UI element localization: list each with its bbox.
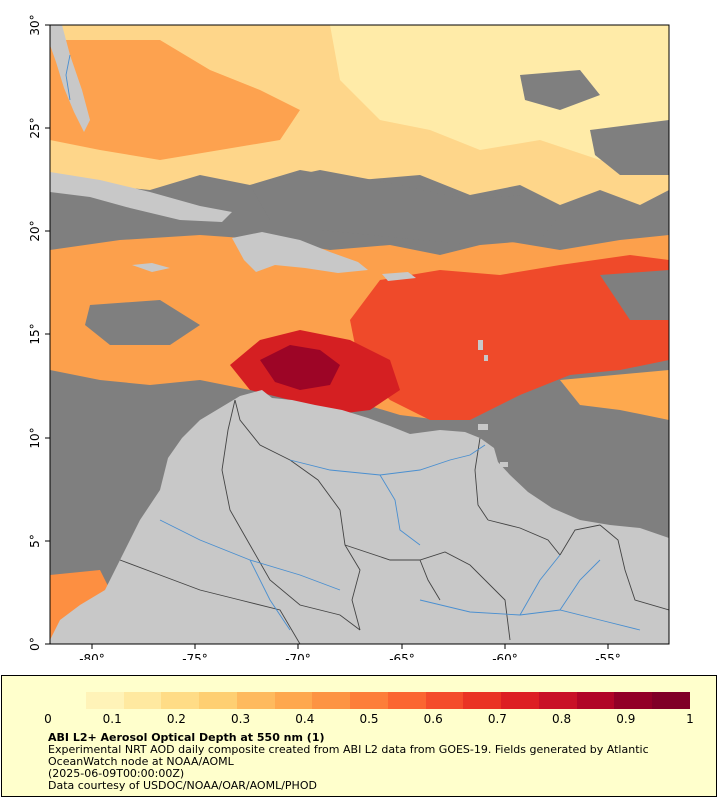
colorbar-segment — [274, 692, 313, 709]
lon-tick-label: -60° — [492, 652, 518, 660]
nodata-patch — [85, 300, 200, 345]
colorbar-tick-label: 0.2 — [166, 712, 186, 726]
small-islands — [478, 340, 508, 467]
nodata-patch — [250, 170, 560, 245]
colorbar-segment — [161, 692, 200, 709]
colorbar-segment — [463, 692, 502, 709]
colorbar-segment — [123, 692, 162, 709]
land-puerto-rico — [382, 272, 416, 281]
colorbar-segment — [236, 692, 275, 709]
colorbar-segment — [350, 692, 388, 709]
colorbar-segment — [576, 692, 615, 709]
colorbar-tick-label: 0.4 — [295, 712, 315, 726]
colorbar-tick-label: 0.5 — [359, 712, 379, 726]
legend-text: ABI L2+ Aerosol Optical Depth at 550 nm … — [48, 732, 708, 792]
lat-tick-label: 25° — [28, 117, 42, 138]
colorbar-segment — [538, 692, 577, 709]
lon-tick-label: -55° — [595, 652, 621, 660]
colorbar-tick-label: 0.6 — [423, 712, 443, 726]
land-cuba — [50, 172, 232, 222]
aod-field-central-red — [350, 255, 669, 420]
colorbar-segment — [48, 692, 86, 709]
lon-tick-labels: -80° -75° -70° -65° -60° -55° — [79, 652, 621, 660]
aod-field-core — [260, 345, 340, 390]
nodata-patch — [520, 70, 600, 110]
aod-field-atlantic-east — [560, 370, 669, 420]
lon-ticks — [91, 644, 609, 649]
lat-tick-label: 0° — [28, 637, 42, 651]
legend-panel: 0 0.1 0.2 0.3 0.4 0.5 0.6 0.7 0.8 0.9 1 … — [1, 675, 717, 797]
colorbar-segment — [501, 692, 539, 709]
land-south-america — [50, 390, 669, 644]
lat-tick-label: 5° — [28, 534, 42, 548]
colorbar-tick-label: 0.1 — [102, 712, 122, 726]
colorbar-segment — [312, 692, 351, 709]
lat-tick-label: 20° — [28, 220, 42, 241]
legend-date: (2025-06-09T00:00:00Z) — [48, 767, 185, 780]
colorbar-segment — [614, 692, 653, 709]
colorbar-segment — [199, 692, 237, 709]
lat-tick-label: 10° — [28, 427, 42, 448]
colorbar-segment — [425, 692, 464, 709]
lat-tick-labels: 30° 25° 20° 15° 10° 5° 0° — [28, 14, 42, 650]
colorbar-tick-label: 0.9 — [616, 712, 636, 726]
lon-tick-label: -65° — [389, 652, 415, 660]
colorbar-tick-label: 0.3 — [231, 712, 251, 726]
colorbar-segment — [85, 692, 124, 709]
map-figure: 30° 25° 20° 15° 10° 5° 0° -80° -75° -70°… — [28, 14, 670, 660]
aod-map: 30° 25° 20° 15° 10° 5° 0° -80° -75° -70°… — [28, 14, 670, 660]
legend-description: Experimental NRT AOD daily composite cre… — [48, 743, 649, 768]
colorbar — [48, 692, 691, 709]
lon-tick-label: -70° — [285, 652, 311, 660]
rivers — [65, 54, 641, 631]
country-borders — [119, 399, 669, 644]
colorbar-segment — [387, 692, 426, 709]
colorbar-tick-label: 1 — [686, 712, 694, 726]
colorbar-tick-label: 0 — [44, 712, 52, 726]
lon-tick-label: -80° — [79, 652, 105, 660]
colorbar-tick-label: 0.8 — [552, 712, 572, 726]
nodata-patch — [590, 120, 669, 175]
lon-tick-label: -75° — [182, 652, 208, 660]
nodata-patch — [600, 270, 669, 320]
colorbar-tick-labels: 0 0.1 0.2 0.3 0.4 0.5 0.6 0.7 0.8 0.9 1 — [44, 712, 694, 726]
lat-ticks — [45, 24, 50, 645]
colorbar-tick-label: 0.7 — [487, 712, 507, 726]
legend-credit: Data courtesy of USDOC/NOAA/OAR/AOML/PHO… — [48, 779, 317, 792]
lat-tick-label: 30° — [28, 14, 42, 35]
land-jamaica — [132, 263, 170, 272]
land-florida — [50, 25, 90, 132]
aod-field-north-light — [330, 25, 669, 160]
lat-tick-label: 15° — [28, 323, 42, 344]
colorbar-segment — [652, 692, 691, 709]
land-hispaniola — [232, 232, 368, 273]
aod-field-north-dark — [50, 40, 300, 160]
legend-title: ABI L2+ Aerosol Optical Depth at 550 nm … — [48, 731, 325, 744]
